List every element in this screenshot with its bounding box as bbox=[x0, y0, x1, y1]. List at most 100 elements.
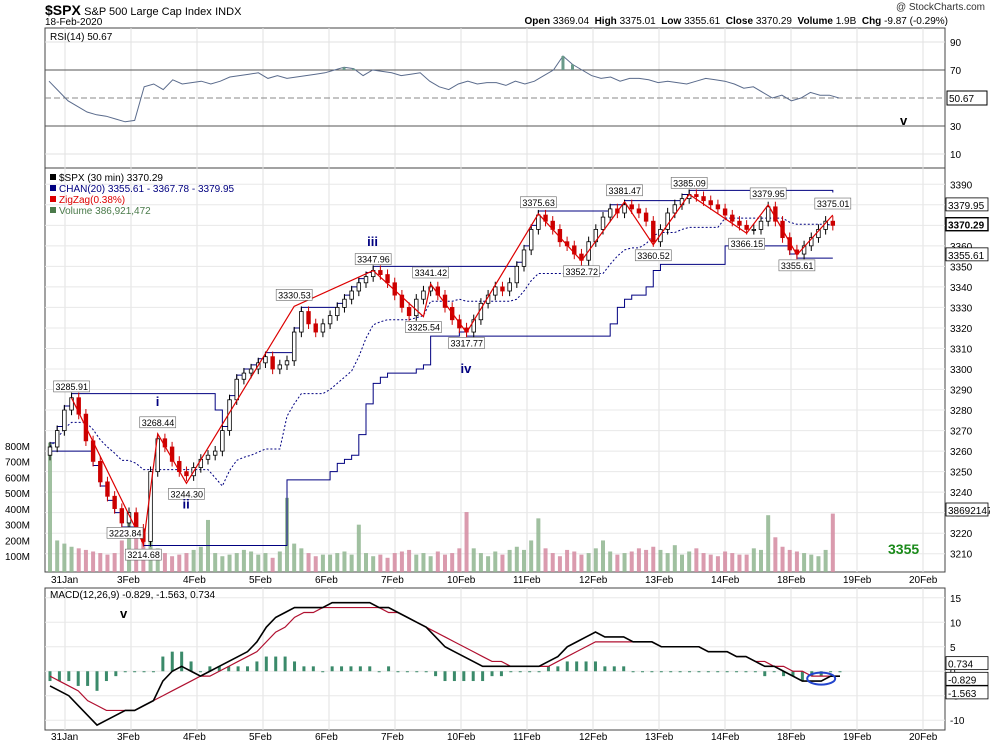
candle-body bbox=[263, 356, 268, 364]
volume-bar bbox=[830, 513, 835, 572]
candle-body bbox=[636, 208, 642, 214]
zigzag-label: 3330.53 bbox=[278, 290, 311, 300]
rsi-tick-label: 90 bbox=[950, 38, 962, 49]
x-tick-label: 10Feb bbox=[447, 575, 476, 586]
candle-body bbox=[730, 214, 735, 222]
macd-histogram-bar bbox=[283, 656, 287, 672]
volume-bar bbox=[787, 549, 792, 572]
macd-histogram-bar bbox=[509, 671, 513, 673]
macd-histogram-bar bbox=[490, 671, 494, 677]
candle-body bbox=[722, 208, 728, 216]
candle-body bbox=[536, 214, 541, 230]
x-tick-label: 20Feb bbox=[909, 732, 938, 743]
volume-bar bbox=[414, 554, 419, 572]
macd-tick-label: 15 bbox=[950, 594, 962, 605]
zigzag-label: 3385.09 bbox=[673, 178, 706, 188]
macd-histogram-bar bbox=[321, 671, 325, 673]
candle-body bbox=[277, 364, 283, 370]
volume-bar bbox=[636, 548, 641, 572]
volume-bar bbox=[127, 512, 131, 572]
candle-body bbox=[356, 282, 362, 292]
zigzag-label-box bbox=[412, 266, 449, 279]
candle-body bbox=[406, 307, 412, 317]
zigzag-label-box bbox=[814, 197, 852, 210]
macd-histogram-bar bbox=[349, 666, 353, 672]
candle-body bbox=[801, 245, 807, 255]
volume-bar bbox=[579, 554, 584, 572]
macd-histogram-bar bbox=[471, 671, 475, 682]
price-tick-label: 3280 bbox=[950, 406, 973, 417]
x-tick-label: 10Feb bbox=[447, 732, 476, 743]
zigzag-label-box bbox=[520, 196, 557, 209]
volume-bar bbox=[320, 554, 325, 572]
price-extra-label-box bbox=[106, 527, 144, 539]
volume-bar bbox=[715, 556, 720, 572]
zigzag-label-box bbox=[634, 249, 672, 262]
volume-tick-label: 600M bbox=[5, 473, 30, 484]
volume-bar bbox=[565, 549, 570, 572]
volume-bar bbox=[529, 540, 534, 572]
volume-bar bbox=[780, 546, 785, 572]
volume-bar bbox=[62, 543, 67, 572]
volume-bar bbox=[809, 554, 814, 572]
x-tick-label: 18Feb bbox=[777, 575, 806, 586]
volume-bar bbox=[356, 524, 361, 572]
volume-bar bbox=[91, 551, 96, 572]
macd-histogram-bar bbox=[246, 666, 249, 672]
x-tick-label: 13Feb bbox=[645, 732, 674, 743]
candle-body bbox=[521, 249, 527, 267]
chart-title: $SPX S&P 500 Large Cap Index INDX bbox=[45, 2, 241, 18]
macd-histogram-bar bbox=[208, 666, 212, 672]
candle-body bbox=[76, 397, 81, 415]
volume-bar bbox=[134, 518, 139, 572]
volume-bar bbox=[299, 548, 304, 572]
macd-highlight-ellipse bbox=[806, 671, 837, 686]
candle-body bbox=[349, 290, 354, 300]
volume-bar bbox=[823, 549, 828, 572]
rsi-tick-label: 70 bbox=[950, 66, 962, 77]
macd-right-box bbox=[945, 656, 989, 671]
candle-body bbox=[248, 368, 254, 374]
price-right-box bbox=[945, 502, 989, 517]
rsi-tick-label: 30 bbox=[950, 122, 962, 133]
macd-histogram-bar bbox=[546, 666, 550, 672]
macd-histogram-bar bbox=[405, 671, 409, 673]
macd-histogram-bar bbox=[829, 671, 833, 673]
volume-bar bbox=[687, 551, 692, 572]
volume-bar bbox=[184, 553, 189, 572]
zigzag-label-box bbox=[53, 380, 90, 393]
volume-bar bbox=[306, 553, 311, 572]
macd-histogram-bar bbox=[293, 661, 297, 672]
symbol: $SPX bbox=[45, 2, 81, 18]
zigzag-label: 3285.91 bbox=[56, 382, 89, 392]
price-legend-swatch bbox=[50, 207, 56, 213]
macd-histogram-bar bbox=[104, 671, 108, 682]
candle-body bbox=[428, 286, 433, 292]
candle-body bbox=[744, 224, 749, 230]
macd-right-label: -1.563 bbox=[948, 689, 977, 700]
price-legend-swatch bbox=[50, 196, 56, 202]
macd-histogram-bar bbox=[340, 666, 344, 672]
macd-histogram-bar bbox=[114, 671, 118, 677]
candle-body bbox=[270, 356, 275, 370]
volume-bar bbox=[622, 553, 627, 572]
macd-histogram-bar bbox=[358, 666, 362, 672]
macd-tick-label: -10 bbox=[950, 716, 965, 727]
candle-body bbox=[622, 204, 627, 214]
rsi-line bbox=[48, 55, 840, 123]
macd-histogram-bar bbox=[264, 656, 268, 672]
wave-label: ii bbox=[182, 497, 189, 512]
x-tick-label: 18Feb bbox=[777, 732, 806, 743]
price-legend-item: $SPX (30 min) 3370.29 bbox=[59, 173, 163, 184]
volume-bar bbox=[507, 549, 512, 572]
rsi-legend: RSI(14) 50.67 bbox=[50, 32, 113, 43]
zigzag-label-box bbox=[749, 187, 787, 200]
zigzag-label: 3355.61 bbox=[781, 261, 814, 271]
zigzag-label-box bbox=[405, 321, 442, 333]
macd-histogram-bar bbox=[434, 671, 438, 677]
zigzag-label-box bbox=[354, 253, 392, 265]
candle-body bbox=[291, 331, 297, 362]
candle-body bbox=[241, 372, 247, 380]
volume-bar bbox=[112, 553, 117, 572]
